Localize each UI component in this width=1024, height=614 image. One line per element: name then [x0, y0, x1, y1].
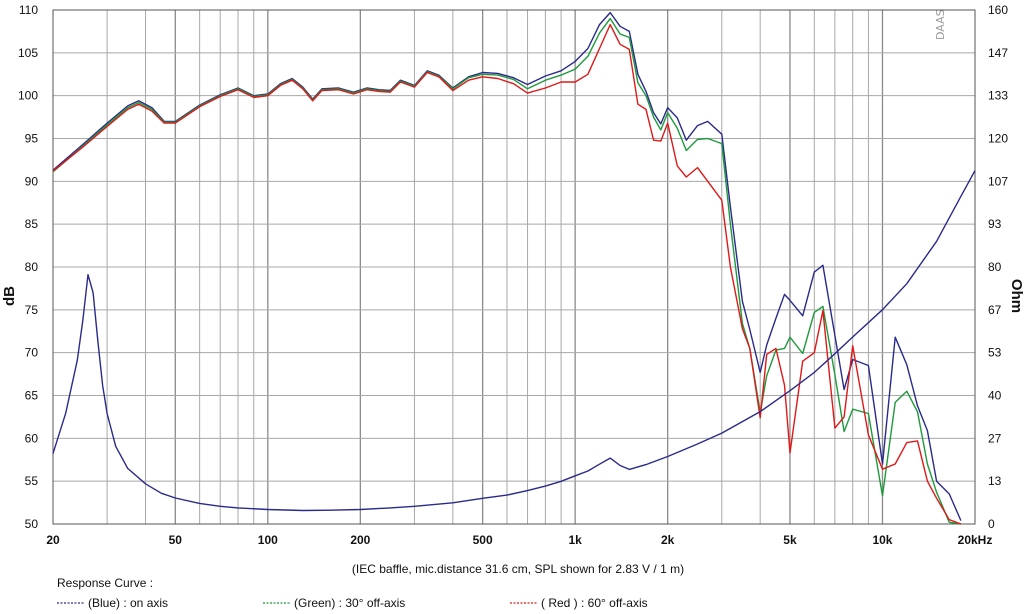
x-tick-label: 20 — [46, 533, 60, 547]
x-tick-labels: 20 50 100 200 500 1k 2k 5k 10k 20kHz — [46, 533, 992, 547]
y2-tick-label: 27 — [988, 431, 1002, 445]
y-tick-label: 65 — [25, 389, 39, 403]
y2-tick-label: 160 — [988, 3, 1008, 17]
plot-frame — [52, 9, 976, 525]
y-tick-label: 110 — [19, 3, 38, 17]
x-tick-label: 1k — [568, 533, 582, 547]
y2-tick-label: 147 — [988, 46, 1008, 60]
series-layer — [52, 11, 976, 525]
y-tick-label: 55 — [25, 474, 39, 488]
y-tick-labels: 50 55 60 65 70 75 80 85 90 95 100 105 110 — [18, 3, 38, 531]
y-gridlines — [53, 9, 975, 525]
impedance-curve — [52, 170, 976, 512]
x-tick-label: 5k — [783, 533, 797, 547]
x-tick-label: 100 — [258, 533, 278, 547]
y2-tick-label: 107 — [988, 174, 1008, 188]
y-tick-label: 60 — [25, 431, 39, 445]
y2-tick-label: 40 — [988, 389, 1002, 403]
y-tick-label: 90 — [25, 174, 39, 188]
legend: Response Curve : (Blue) : on axis (Green)… — [57, 576, 648, 610]
y2-tick-label: 80 — [988, 260, 1002, 274]
y-tick-label: 70 — [25, 346, 39, 360]
y-tick-label: 85 — [25, 217, 39, 231]
y-tick-label: 50 — [25, 517, 39, 531]
x-tick-label: 20kHz — [958, 533, 993, 547]
y2-tick-label: 67 — [988, 303, 1002, 317]
y2-tick-label: 13 — [988, 474, 1002, 488]
x-tick-label: 500 — [473, 533, 493, 547]
x-tick-label: 10k — [872, 533, 892, 547]
y-tick-label: 105 — [18, 46, 38, 60]
y-tick-label: 75 — [25, 303, 39, 317]
legend-title: Response Curve : — [57, 576, 153, 590]
response-curve-2 — [52, 23, 962, 525]
y-tick-label: 80 — [25, 260, 39, 274]
y-tick-label: 95 — [25, 132, 39, 146]
y-tick-label: 100 — [18, 89, 38, 103]
y2-tick-label: 53 — [988, 346, 1002, 360]
legend-entry: (Blue) : on axis — [88, 596, 168, 610]
x-tick-label: 50 — [169, 533, 183, 547]
legend-entry: (Green) : 30° off-axis — [294, 596, 405, 610]
y2-tick-labels: 0 13 27 40 53 67 80 93 107 120 133 147 160 — [988, 3, 1008, 531]
x-tick-label: 200 — [350, 533, 370, 547]
y-axis-title: dB — [1, 286, 18, 306]
x-tick-label: 2k — [661, 533, 675, 547]
measurement-note: (IEC baffle, mic.distance 31.6 cm, SPL s… — [352, 562, 684, 576]
y2-tick-label: 120 — [988, 132, 1008, 146]
y2-axis-title: Ohm — [1008, 279, 1024, 313]
legend-entry: ( Red ) : 60° off-axis — [541, 596, 648, 610]
y2-tick-label: 133 — [988, 89, 1008, 103]
y2-tick-label: 93 — [988, 217, 1002, 231]
watermark: DAAS — [934, 9, 947, 40]
y2-tick-label: 0 — [988, 517, 995, 531]
